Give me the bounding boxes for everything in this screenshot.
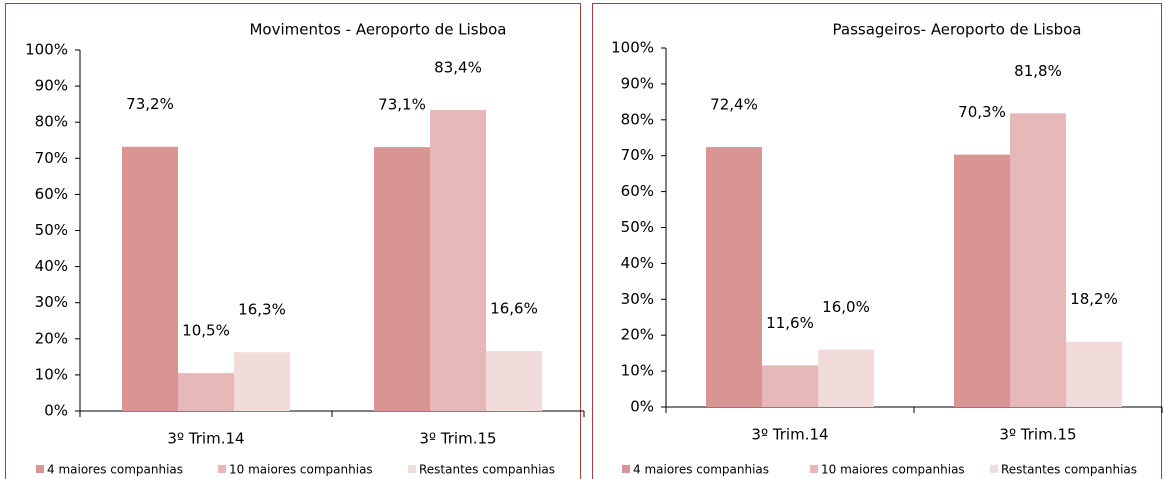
- chart-title: Passageiros- Aeroporto de Lisboa: [833, 21, 1082, 39]
- data-label: 16,3%: [238, 301, 286, 319]
- y-tick-label: 20%: [621, 326, 654, 344]
- data-label: 73,1%: [378, 96, 426, 114]
- bar: [706, 147, 762, 408]
- bar: [122, 146, 178, 412]
- x-tick-label: 3º Trim.15: [999, 426, 1076, 444]
- chart-title: Movimentos - Aeroporto de Lisboa: [249, 21, 506, 39]
- data-label: 18,2%: [1070, 290, 1118, 308]
- y-tick-label: 70%: [35, 149, 68, 167]
- data-label: 11,6%: [766, 314, 814, 332]
- y-tick-label: 100%: [25, 41, 68, 59]
- y-tick-label: 40%: [35, 257, 68, 275]
- data-label: 72,4%: [710, 96, 758, 114]
- legend-label: Restantes companhias: [419, 463, 555, 477]
- data-label: 83,4%: [434, 58, 482, 76]
- data-label: 16,0%: [822, 298, 870, 316]
- x-tick-label: 3º Trim.14: [751, 426, 828, 444]
- y-tick-label: 60%: [621, 182, 654, 200]
- y-tick-label: 90%: [35, 77, 68, 95]
- y-tick-label: 80%: [621, 110, 654, 128]
- y-tick-label: 20%: [35, 329, 68, 347]
- bar: [178, 373, 234, 411]
- y-tick-label: 50%: [621, 218, 654, 236]
- data-label: 10,5%: [182, 322, 230, 340]
- bar: [1010, 113, 1066, 407]
- bar: [486, 351, 542, 411]
- bar: [954, 154, 1010, 407]
- y-tick-label: 80%: [35, 113, 68, 131]
- y-tick-label: 70%: [621, 146, 654, 164]
- legend-swatch: [990, 465, 998, 473]
- y-tick-label: 30%: [621, 290, 654, 308]
- legend-swatch: [36, 465, 44, 473]
- x-tick-label: 3º Trim.15: [419, 430, 496, 448]
- y-tick-label: 30%: [35, 293, 68, 311]
- data-label: 70,3%: [958, 103, 1006, 121]
- bar: [1066, 341, 1122, 407]
- y-tick-label: 50%: [35, 221, 68, 239]
- legend-swatch: [218, 465, 226, 473]
- x-tick-label: 3º Trim.14: [167, 430, 244, 448]
- legend-label: 10 maiores companhias: [229, 463, 373, 477]
- bar: [818, 349, 874, 407]
- y-tick-label: 60%: [35, 185, 68, 203]
- legend-label: 4 maiores companhias: [47, 463, 183, 477]
- legend-label: Restantes companhias: [1001, 463, 1137, 477]
- y-tick-label: 0%: [630, 398, 654, 416]
- y-tick-label: 40%: [621, 254, 654, 272]
- data-label: 73,2%: [126, 95, 174, 113]
- data-label: 16,6%: [490, 300, 538, 318]
- data-label: 81,8%: [1014, 62, 1062, 80]
- bar: [234, 352, 290, 411]
- y-tick-label: 100%: [611, 39, 654, 57]
- bar: [374, 147, 430, 411]
- y-tick-label: 10%: [35, 365, 68, 383]
- legend-label: 10 maiores companhias: [821, 463, 965, 477]
- y-tick-label: 10%: [621, 362, 654, 380]
- chart-frame: [592, 3, 1162, 479]
- y-tick-label: 0%: [44, 402, 68, 420]
- legend-swatch: [408, 465, 416, 473]
- chart-frame: [5, 3, 581, 479]
- legend-swatch: [622, 465, 630, 473]
- legend-swatch: [810, 465, 818, 473]
- legend-label: 4 maiores companhias: [633, 463, 769, 477]
- bar: [430, 109, 486, 412]
- bar: [762, 365, 818, 407]
- y-tick-label: 90%: [621, 74, 654, 92]
